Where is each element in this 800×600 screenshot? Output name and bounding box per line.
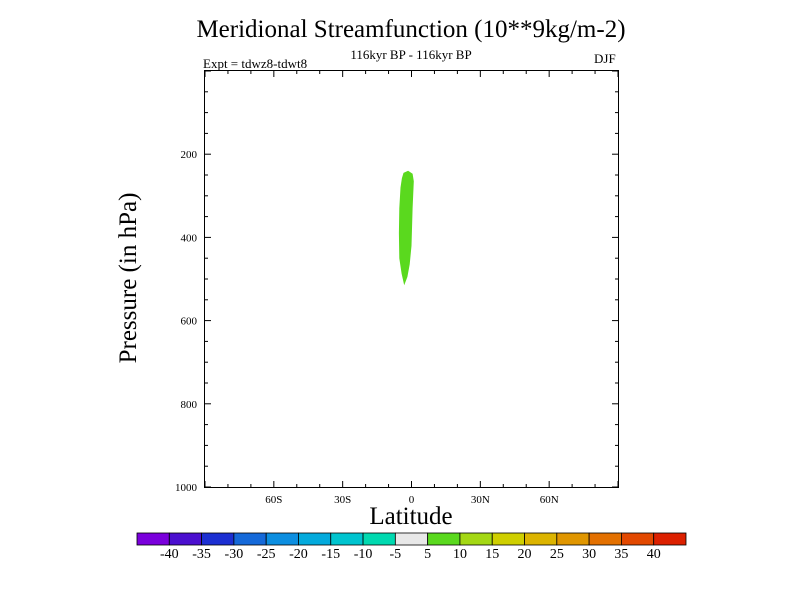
colorbar-label: 30 — [582, 547, 596, 562]
colorbar-swatch — [621, 532, 655, 546]
colorbar-label: 20 — [518, 547, 532, 562]
plot-frame — [204, 70, 619, 488]
colorbar-label: -35 — [192, 547, 211, 562]
x-tick-label: 60S — [265, 494, 282, 506]
colorbar-swatch — [201, 532, 235, 546]
colorbar-swatch — [491, 532, 525, 546]
colorbar-swatch — [588, 532, 622, 546]
experiment-label: Expt = tdwz8-tdwt8 — [203, 56, 308, 71]
y-tick-label: 1000 — [175, 482, 198, 494]
colorbar-swatch — [298, 532, 332, 546]
colorbar-swatch — [168, 532, 202, 546]
x-tick-label: 30N — [471, 494, 490, 506]
colorbar-label: 25 — [550, 547, 564, 562]
colorbar-label: -20 — [289, 547, 308, 562]
colorbar-swatch — [330, 532, 364, 546]
colorbar: -40 -35 -30 -25 -20 -15 -10 -5 5 10 15 20 25 30 35 40 — [136, 532, 687, 562]
chart-subtitle: 116kyr BP - 116kyr BP — [350, 47, 472, 62]
colorbar-swatch — [427, 532, 461, 546]
colorbar-swatch — [524, 532, 558, 546]
colorbar-label: 15 — [485, 547, 499, 562]
colorbar-swatch — [233, 532, 267, 546]
y-tick-label: 600 — [181, 316, 198, 328]
colorbar-swatch — [362, 532, 396, 546]
colorbar-label: -15 — [321, 547, 340, 562]
contour-fill-layer — [398, 170, 414, 286]
colorbar-swatch — [556, 532, 590, 546]
colorbar-swatch — [459, 532, 493, 546]
chart-title: Meridional Streamfunction (10**9kg/m-2) — [196, 16, 626, 43]
x-axis-label: Latitude — [369, 503, 453, 530]
x-tick-label: 0 — [409, 494, 415, 506]
colorbar-label: 10 — [453, 547, 467, 562]
colorbar-label: 5 — [424, 547, 431, 562]
colorbar-swatch — [265, 532, 299, 546]
x-tick-label: 60N — [540, 494, 559, 506]
axis-ticks: 60S 30S 0 30N 60N 200 400 600 800 1000 — [175, 70, 619, 506]
y-tick-label: 200 — [181, 149, 198, 161]
contour-fill-5-to-10 — [398, 170, 414, 286]
colorbar-label: -40 — [160, 547, 179, 562]
colorbar-swatch — [136, 532, 170, 546]
x-tick-label: 30S — [334, 494, 351, 506]
colorbar-label: 40 — [647, 547, 661, 562]
y-tick-label: 800 — [181, 399, 198, 411]
colorbar-label: 35 — [614, 547, 628, 562]
colorbar-label: -25 — [257, 547, 276, 562]
colorbar-label: -5 — [390, 547, 402, 562]
colorbar-swatch — [653, 532, 687, 546]
y-tick-label: 400 — [181, 232, 198, 244]
season-label: DJF — [594, 51, 616, 66]
colorbar-swatch — [394, 532, 429, 546]
colorbar-label: -10 — [354, 547, 373, 562]
colorbar-label: -30 — [225, 547, 244, 562]
